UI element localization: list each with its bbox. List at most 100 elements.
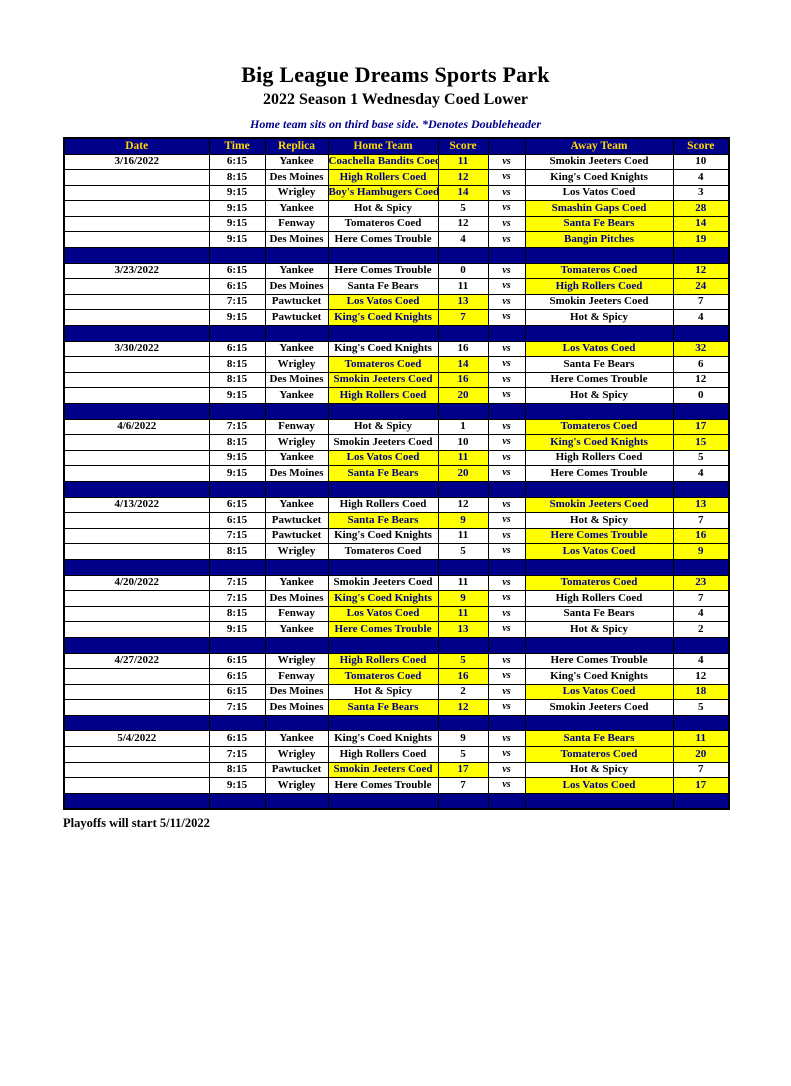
vs-cell: vs — [487, 449, 526, 467]
separator-cell — [487, 247, 526, 264]
away-score-cell: 17 — [672, 777, 730, 794]
home-team-cell: High Rollers Coed — [327, 169, 439, 186]
separator-cell — [672, 558, 730, 576]
home-team-cell: Los Vatos Coed — [327, 605, 439, 623]
home-team-cell: Hot & Spicy — [327, 200, 439, 217]
game-row: 8:15 Wrigley Tomateros Coed 14 vs Santa Fe Be… — [63, 356, 730, 373]
separator-cell — [327, 636, 439, 654]
separator-cell — [63, 480, 210, 498]
game-row: 4/6/2022 7:15 Fenway Hot & Spicy 1 vs Tomatero… — [63, 418, 730, 436]
home-team-cell: King's Coed Knights — [327, 730, 439, 748]
separator-cell — [327, 247, 439, 264]
home-score-cell: 4 — [437, 231, 489, 249]
home-team-note: Home team sits on third base side. *Deno… — [250, 117, 541, 131]
date-cell — [63, 590, 210, 607]
game-row: 7:15 Pawtucket Los Vatos Coed 13 vs Smokin Je… — [63, 293, 730, 311]
separator-cell — [327, 558, 439, 576]
home-team-cell: High Rollers Coed — [327, 746, 439, 763]
replica-cell: Pawtucket — [264, 512, 329, 529]
replica-cell: Pawtucket — [264, 527, 329, 545]
away-score-cell: 24 — [672, 278, 730, 295]
home-score-cell: 13 — [437, 621, 489, 638]
vs-cell: vs — [487, 434, 526, 451]
separator-cell — [437, 558, 489, 576]
game-row: 6:15 Des Moines Hot & Spicy 2 vs Los Vatos Co… — [63, 683, 730, 701]
schedule-table-body: 3/16/2022 6:15 Yankee Coachella Bandits Coe… — [63, 153, 730, 810]
vs-cell: vs — [487, 512, 526, 529]
away-score-cell: 9 — [672, 543, 730, 560]
home-score-cell: 12 — [437, 169, 489, 186]
home-team-cell: Coachella Bandits Coed — [327, 153, 439, 171]
home-score-cell: 1 — [437, 418, 489, 436]
separator-cell — [672, 636, 730, 654]
separator-cell — [208, 714, 266, 732]
replica-cell: Des Moines — [264, 278, 329, 295]
away-team-cell: Bangin Pitches — [524, 231, 674, 249]
time-cell: 6:15 — [208, 153, 266, 171]
home-team-cell: Santa Fe Bears — [327, 465, 439, 482]
vs-cell: vs — [487, 527, 526, 545]
separator-cell — [524, 403, 674, 420]
date-cell — [63, 449, 210, 467]
separator-cell — [524, 325, 674, 342]
separator-cell — [264, 480, 329, 498]
time-cell: 7:15 — [208, 574, 266, 592]
vs-cell: vs — [487, 215, 526, 233]
vs-cell: vs — [487, 590, 526, 607]
game-row: 9:15 Fenway Tomateros Coed 12 vs Santa Fe Bea… — [63, 215, 730, 233]
home-score-cell: 5 — [437, 652, 489, 670]
vs-cell: vs — [487, 496, 526, 514]
away-score-cell: 20 — [672, 746, 730, 763]
home-team-cell: Tomateros Coed — [327, 543, 439, 560]
away-team-cell: Santa Fe Bears — [524, 730, 674, 748]
vs-cell: vs — [487, 777, 526, 794]
separator-cell — [524, 714, 674, 732]
away-score-cell: 28 — [672, 200, 730, 217]
date-cell: 3/23/2022 — [63, 262, 210, 280]
home-score-cell: 17 — [437, 761, 489, 779]
vs-cell: vs — [487, 574, 526, 592]
date-cell: 4/6/2022 — [63, 418, 210, 436]
time-cell: 6:15 — [208, 340, 266, 358]
game-row: 8:15 Pawtucket Smokin Jeeters Coed 17 vs Hot … — [63, 761, 730, 779]
separator-row — [63, 480, 730, 498]
separator-cell — [524, 480, 674, 498]
home-score-cell: 16 — [437, 340, 489, 358]
separator-row — [63, 558, 730, 576]
replica-cell: Yankee — [264, 496, 329, 514]
away-score-cell: 12 — [672, 668, 730, 685]
home-team-cell: Here Comes Trouble — [327, 262, 439, 280]
away-team-cell: Smokin Jeeters Coed — [524, 153, 674, 171]
game-row: 7:15 Des Moines Santa Fe Bears 12 vs Smokin J… — [63, 699, 730, 716]
home-team-cell: Tomateros Coed — [327, 668, 439, 685]
time-cell: 9:15 — [208, 621, 266, 638]
game-row: 3/23/2022 6:15 Yankee Here Comes Trouble 0 vs… — [63, 262, 730, 280]
date-cell: 4/13/2022 — [63, 496, 210, 514]
separator-cell — [672, 403, 730, 420]
page-title: Big League Dreams Sports Park — [241, 62, 550, 87]
game-row: 9:15 Wrigley Boy's Hambugers Coed 14 vs Los V… — [63, 184, 730, 202]
replica-cell: Wrigley — [264, 746, 329, 763]
game-row: 6:15 Des Moines Santa Fe Bears 11 vs High Rol… — [63, 278, 730, 295]
home-score-cell: 10 — [437, 434, 489, 451]
separator-cell — [487, 480, 526, 498]
separator-cell — [63, 714, 210, 732]
separator-cell — [524, 792, 674, 810]
replica-cell: Des Moines — [264, 683, 329, 701]
game-row: 8:15 Wrigley Smokin Jeeters Coed 10 vs King's… — [63, 434, 730, 451]
separator-cell — [437, 792, 489, 810]
time-cell: 6:15 — [208, 668, 266, 685]
separator-row — [63, 403, 730, 420]
away-team-cell: Santa Fe Bears — [524, 215, 674, 233]
home-score-cell: 16 — [437, 668, 489, 685]
home-team-cell: Los Vatos Coed — [327, 293, 439, 311]
separator-row — [63, 636, 730, 654]
separator-cell — [524, 636, 674, 654]
header-row: Date Time Replica Home Team Score Away Team Sc… — [63, 137, 730, 155]
game-row: 9:15 Yankee High Rollers Coed 20 vs Hot & Spi… — [63, 387, 730, 404]
away-score-cell: 2 — [672, 621, 730, 638]
vs-cell: vs — [487, 605, 526, 623]
separator-cell — [327, 480, 439, 498]
vs-cell: vs — [487, 543, 526, 560]
away-score-cell: 7 — [672, 761, 730, 779]
